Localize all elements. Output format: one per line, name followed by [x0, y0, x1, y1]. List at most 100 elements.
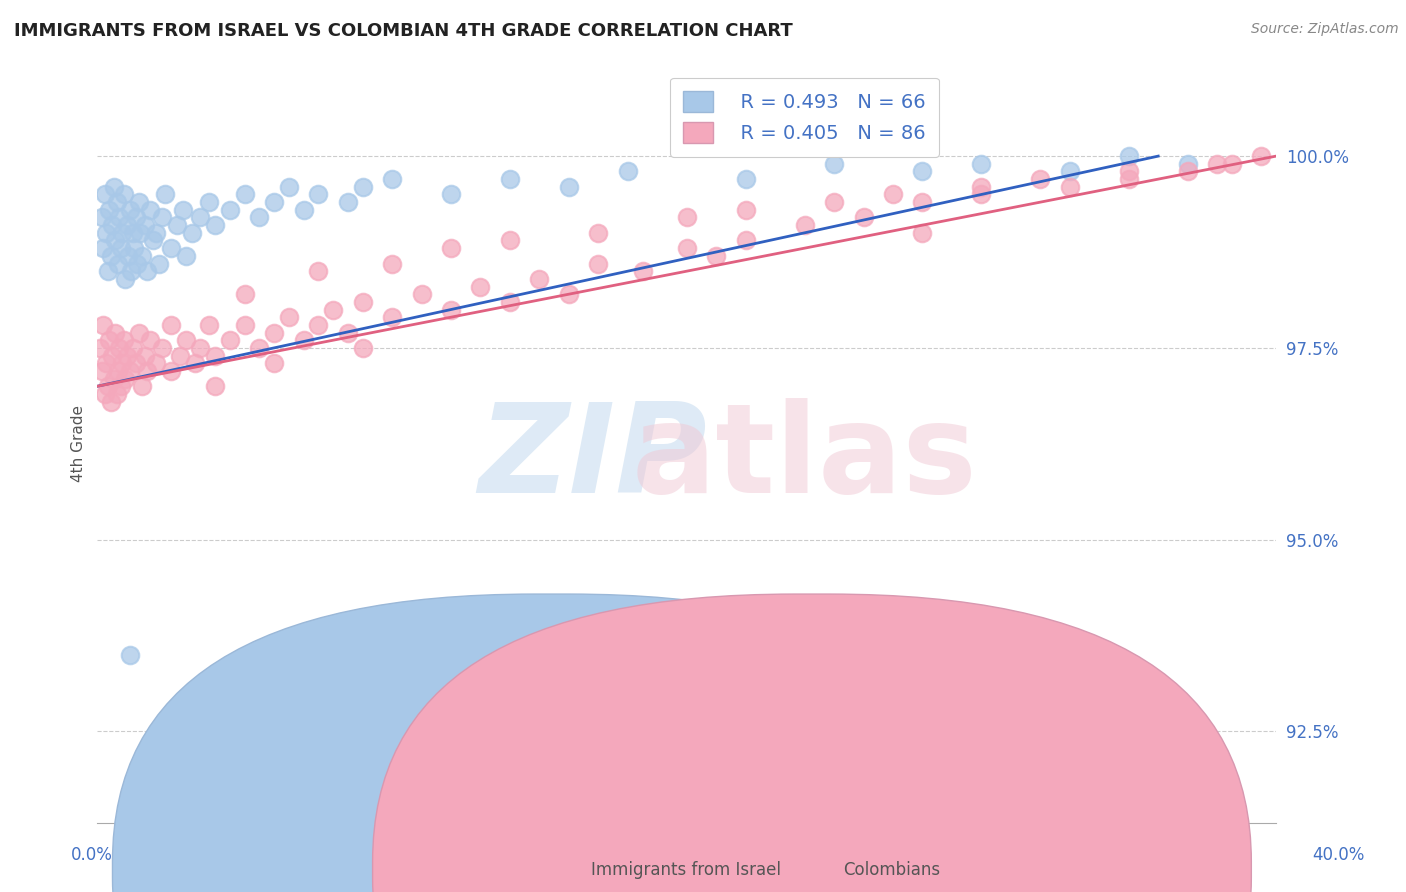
Point [1118, 149, 1140, 163]
Point [198, 318, 221, 332]
Point [136, 264, 159, 278]
Point [134, 218, 156, 232]
Point [101, 349, 124, 363]
Point [104, 326, 127, 340]
Point [134, 349, 156, 363]
Point [121, 226, 143, 240]
Point [174, 249, 197, 263]
Point [499, 234, 522, 248]
Point [128, 195, 150, 210]
Point [118, 364, 141, 378]
Point [108, 211, 131, 225]
Point [124, 356, 146, 370]
Point [172, 202, 194, 217]
Point [292, 202, 315, 217]
Point [734, 202, 756, 217]
Point [145, 226, 167, 240]
Point [1029, 172, 1052, 186]
Point [139, 333, 162, 347]
Y-axis label: 4th Grade: 4th Grade [72, 405, 86, 483]
Point [117, 249, 139, 263]
Point [107, 364, 129, 378]
Point [470, 279, 492, 293]
Point [233, 287, 256, 301]
Point [675, 241, 697, 255]
Point [322, 302, 344, 317]
Point [98, 202, 121, 217]
Point [131, 379, 153, 393]
Point [101, 218, 124, 232]
Point [131, 249, 153, 263]
Point [112, 333, 135, 347]
Text: Source: ZipAtlas.com: Source: ZipAtlas.com [1251, 22, 1399, 37]
Point [352, 294, 374, 309]
Point [277, 310, 299, 325]
Point [97, 379, 120, 393]
Point [1177, 164, 1199, 178]
Point [104, 234, 127, 248]
Point [440, 302, 463, 317]
Point [204, 379, 226, 393]
Point [440, 241, 463, 255]
Point [139, 202, 162, 217]
Point [219, 333, 242, 347]
Point [852, 211, 875, 225]
Point [124, 211, 146, 225]
Point [970, 187, 993, 202]
Point [631, 264, 654, 278]
Point [112, 187, 135, 202]
Point [160, 241, 183, 255]
Point [411, 287, 433, 301]
Text: atlas: atlas [631, 399, 977, 519]
Point [1177, 157, 1199, 171]
Point [190, 341, 212, 355]
Point [1059, 179, 1081, 194]
Point [96, 226, 118, 240]
Point [529, 272, 551, 286]
Point [150, 341, 173, 355]
Point [183, 356, 205, 370]
Point [174, 333, 197, 347]
Point [121, 341, 143, 355]
Text: ZIP: ZIP [478, 399, 707, 519]
Point [558, 179, 581, 194]
Point [823, 195, 845, 210]
Text: Colombians: Colombians [844, 861, 941, 879]
Point [970, 179, 993, 194]
Point [882, 187, 904, 202]
Point [233, 187, 256, 202]
Point [110, 379, 132, 393]
Point [204, 218, 226, 232]
Point [793, 218, 815, 232]
Point [911, 195, 934, 210]
Point [100, 394, 122, 409]
Point [734, 234, 756, 248]
Point [93, 187, 115, 202]
Point [190, 211, 212, 225]
Point [1118, 172, 1140, 186]
Point [219, 202, 242, 217]
Point [136, 364, 159, 378]
Point [166, 218, 188, 232]
Point [263, 326, 285, 340]
Point [440, 187, 463, 202]
Point [169, 349, 191, 363]
Point [381, 310, 404, 325]
Point [277, 179, 299, 194]
Point [90, 211, 112, 225]
Point [150, 211, 173, 225]
Point [499, 294, 522, 309]
Point [307, 264, 329, 278]
Point [107, 256, 129, 270]
Point [1118, 164, 1140, 178]
Point [180, 226, 202, 240]
Point [160, 318, 183, 332]
Point [911, 226, 934, 240]
Point [100, 249, 122, 263]
Point [336, 195, 359, 210]
Point [142, 234, 165, 248]
Point [263, 356, 285, 370]
Point [93, 387, 115, 401]
Point [89, 341, 111, 355]
Point [704, 249, 727, 263]
